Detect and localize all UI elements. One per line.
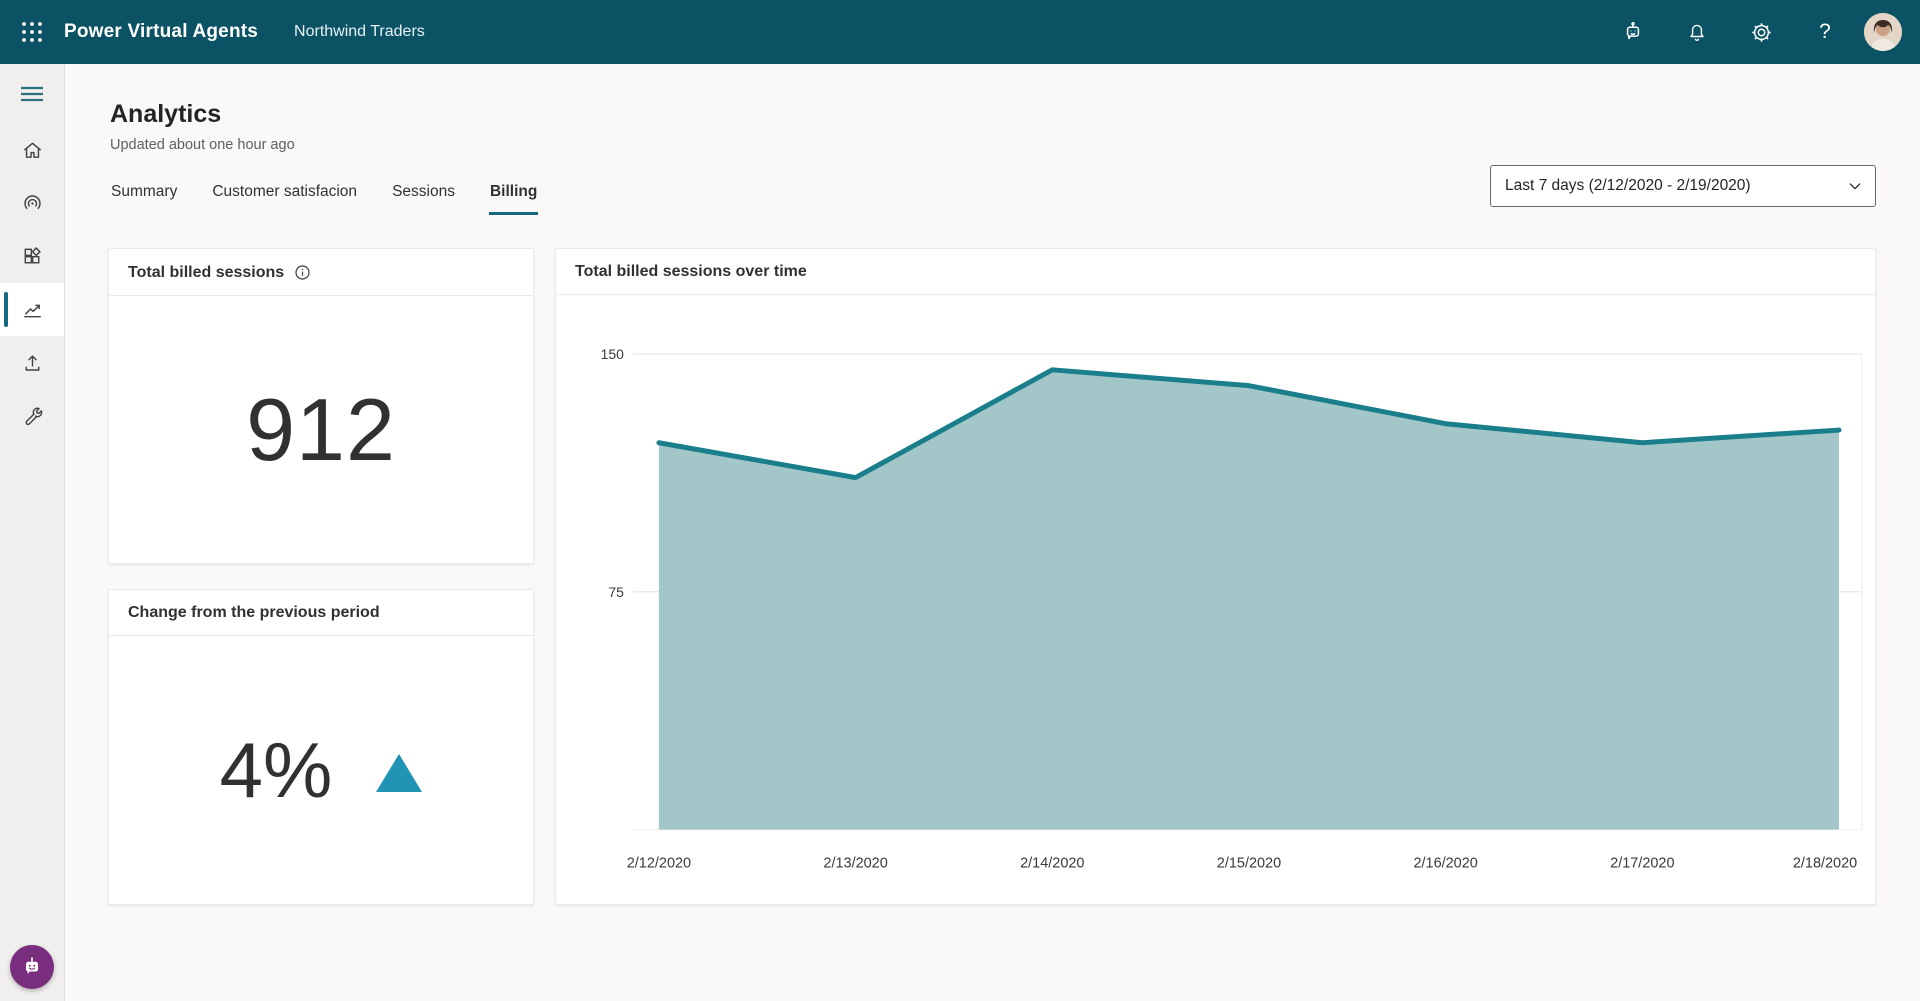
wrench-icon [25, 407, 42, 426]
grid-diamond-icon [24, 247, 41, 264]
sidebar-item-manage[interactable] [0, 389, 64, 442]
tab-customer-satisfaction[interactable]: Customer satisfacion [212, 183, 358, 200]
tab-billing[interactable]: Billing [488, 175, 539, 215]
svg-text:2/16/2020: 2/16/2020 [1413, 856, 1477, 872]
total-billed-sessions-value: 912 [246, 379, 396, 479]
app-title: Power Virtual Agents [64, 21, 259, 42]
kpi-column: Total billed sessions 912 Change from th… [108, 248, 534, 905]
change-percentage-value: 4% [219, 725, 333, 814]
card-title: Change from the previous period [128, 604, 380, 621]
svg-text:75: 75 [608, 584, 624, 600]
bell-icon [1690, 24, 1704, 41]
page-title: Analytics [110, 100, 222, 128]
date-range-value: Last 7 days (2/12/2020 - 2/19/2020) [1505, 177, 1751, 194]
billing-area-chart: 75 150 2/12/2020 2/13/2020 2/14/2020 2/15/202… [601, 346, 1863, 872]
user-avatar[interactable] [1864, 13, 1902, 51]
main-content: Analytics Updated about one hour ago Sum… [65, 64, 1920, 1001]
avatar-portrait [1864, 13, 1902, 51]
sidebar-item-entities[interactable] [0, 230, 64, 283]
billed-sessions-chart-card: Total billed sessions over time 75 150 2/1… [555, 248, 1876, 905]
svg-text:2/13/2020: 2/13/2020 [823, 856, 887, 872]
help-button[interactable]: ? [1800, 7, 1850, 57]
collapse-nav-button[interactable] [0, 64, 64, 124]
waffle-grid-icon [22, 22, 42, 42]
svg-text:2/12/2020: 2/12/2020 [627, 856, 691, 872]
svg-text:2/18/2020: 2/18/2020 [1793, 856, 1857, 872]
line-chart-icon [23, 304, 41, 318]
tab-summary[interactable]: Summary [111, 183, 178, 200]
question-mark-icon: ? [1819, 20, 1831, 43]
chart-plot-area: 75 150 2/12/2020 2/13/2020 2/14/2020 2/15/202… [556, 295, 1875, 905]
sidebar-item-publish[interactable] [0, 336, 64, 389]
notifications-button[interactable] [1672, 7, 1722, 57]
tab-sessions[interactable]: Sessions [392, 183, 455, 200]
bot-icon [1626, 22, 1640, 40]
increase-arrow-icon [376, 754, 423, 792]
test-bot-button[interactable] [10, 945, 54, 989]
tab-bar: Summary Customer satisfacion Sessions Bi… [110, 175, 539, 215]
bot-assistant-button[interactable] [1608, 7, 1658, 57]
home-icon [23, 142, 41, 158]
top-app-bar: Power Virtual Agents Northwind Traders [0, 0, 1920, 64]
chart-title: Total billed sessions over time [575, 263, 807, 280]
info-icon[interactable] [293, 263, 312, 282]
date-range-select[interactable]: Last 7 days (2/12/2020 - 2/19/2020) [1490, 165, 1876, 207]
gear-icon [1751, 22, 1771, 42]
settings-button[interactable] [1736, 7, 1786, 57]
sidebar-item-home[interactable] [0, 124, 64, 177]
card-title: Total billed sessions [128, 263, 285, 281]
side-navigation [0, 64, 65, 1001]
hamburger-icon [21, 86, 43, 102]
last-updated-text: Updated about one hour ago [110, 137, 295, 153]
target-icon [23, 195, 41, 210]
change-previous-period-card: Change from the previous period 4% [108, 589, 534, 905]
chevron-down-icon [1849, 183, 1861, 190]
publish-upload-icon [25, 355, 39, 371]
bot-face-icon [26, 957, 38, 975]
app-launcher-icon[interactable] [0, 0, 64, 64]
analytics-toolbar: Summary Customer satisfacion Sessions Bi… [108, 165, 1876, 215]
total-billed-sessions-card: Total billed sessions 912 [108, 248, 534, 564]
sidebar-item-topics[interactable] [0, 177, 64, 230]
sidebar-item-analytics[interactable] [0, 283, 64, 336]
svg-text:150: 150 [601, 346, 625, 362]
svg-text:2/15/2020: 2/15/2020 [1217, 856, 1281, 872]
environment-name[interactable]: Northwind Traders [294, 23, 425, 40]
svg-text:2/17/2020: 2/17/2020 [1610, 856, 1674, 872]
svg-text:2/14/2020: 2/14/2020 [1020, 856, 1084, 872]
